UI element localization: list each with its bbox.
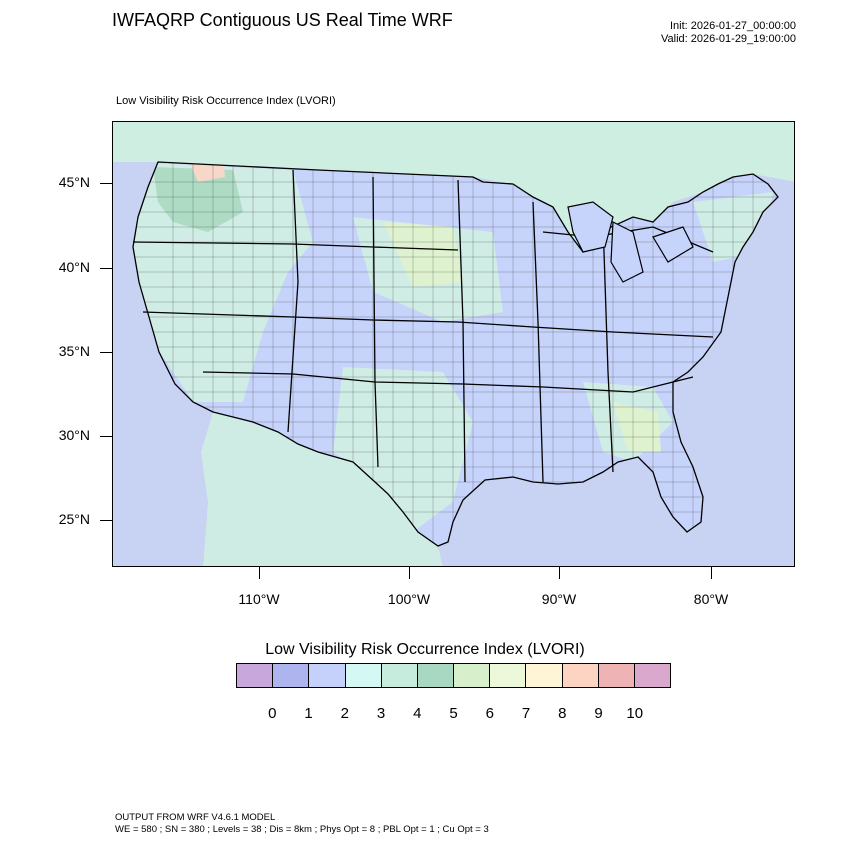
lon-tick [711, 567, 712, 579]
colorbar-swatch-3 [345, 664, 382, 687]
colorbar-label: 5 [449, 705, 458, 722]
colorbar-label: 9 [594, 705, 603, 722]
lon-label-80: 80°W [693, 591, 729, 607]
lat-label-45: 45°N [58, 174, 90, 190]
model-footer: OUTPUT FROM WRF V4.6.1 MODEL WE = 580 ; … [115, 812, 489, 836]
colorbar-swatch-7 [490, 664, 527, 687]
map-panel [112, 121, 795, 567]
lon-tick [559, 567, 560, 579]
lon-tick [409, 567, 410, 579]
colorbar-swatch-5 [417, 664, 455, 687]
mexico-region [201, 412, 443, 566]
lon-label-110: 110°W [238, 591, 280, 607]
lon-label-100: 100°W [387, 591, 431, 607]
figure-title: IWFAQRP Contiguous US Real Time WRF [112, 10, 453, 30]
lon-tick [259, 567, 260, 579]
state-boundaries [132, 161, 779, 547]
colorbar-label: 7 [521, 705, 531, 722]
northwest-shading [153, 167, 243, 232]
lon-label-90: 90°W [541, 591, 577, 607]
colorbar-label: 3 [376, 705, 386, 722]
georgia-shading [613, 402, 661, 452]
colorbar-label: 6 [485, 705, 494, 722]
colorbar-swatch-0 [237, 664, 274, 687]
dakota-shading [383, 222, 463, 287]
map-subtitle: Low Visibility Risk Occurrence Index (LV… [116, 95, 336, 107]
init-time: Init: 2026-01-27_00:00:00 [670, 20, 796, 32]
canada-region [113, 122, 794, 252]
colorbar [236, 663, 671, 688]
county-lines [133, 162, 778, 546]
great-lakes [567, 201, 694, 283]
colorbar-swatch-4 [381, 664, 418, 687]
colorbar-swatch-8 [526, 664, 563, 687]
colorbar-label: 2 [340, 705, 349, 722]
texas-shading [333, 367, 473, 532]
lat-tick [100, 268, 112, 269]
lat-label-40: 40°N [58, 259, 90, 275]
us-map [113, 122, 794, 566]
lat-label-35: 35°N [58, 343, 90, 359]
run-times: Init: 2026-01-27_00:00:00 Valid: 2026-01… [661, 20, 796, 46]
colorbar-title: Low Visibility Risk Occurrence Index (LV… [265, 641, 585, 658]
lat-tick [100, 520, 112, 521]
lat-label-25: 25°N [58, 511, 90, 527]
colorbar-label: 8 [558, 705, 567, 722]
valid-time: Valid: 2026-01-29_19:00:00 [661, 33, 796, 45]
footer-config-line: WE = 580 ; SN = 380 ; Levels = 38 ; Dis … [115, 824, 489, 835]
colorbar-label: 1 [304, 705, 313, 722]
colorbar-swatch-11 [634, 664, 671, 687]
colorbar-swatch-6 [454, 664, 491, 687]
colorbar-swatch-10 [598, 664, 635, 687]
colorbar-label: 4 [413, 705, 422, 722]
colorbar-swatch-1 [273, 664, 310, 687]
lat-label-30: 30°N [58, 427, 90, 443]
lat-tick [100, 436, 112, 437]
lat-tick [100, 352, 112, 353]
colorbar-swatch-9 [562, 664, 599, 687]
colorbar-swatch-2 [309, 664, 346, 687]
colorbar-label: 0 [268, 705, 277, 722]
lat-tick [100, 183, 112, 184]
footer-model-line: OUTPUT FROM WRF V4.6.1 MODEL [115, 812, 276, 823]
colorbar-label: 10 [626, 705, 644, 722]
